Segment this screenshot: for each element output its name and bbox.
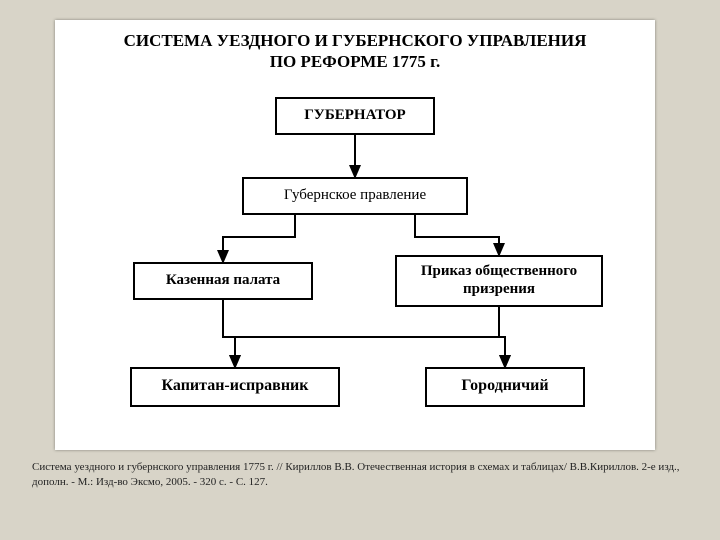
edge-pravlenie-prikaz bbox=[415, 215, 499, 255]
node-prikaz: Приказ общественного призрения bbox=[395, 255, 603, 307]
node-gorodnichiy: Городничий bbox=[425, 367, 585, 407]
edge-pravlenie-kazennaya bbox=[223, 215, 295, 262]
title-line1: СИСТЕМА УЕЗДНОГО И ГУБЕРНСКОГО УПРАВЛЕНИ… bbox=[75, 30, 635, 51]
diagram-title: СИСТЕМА УЕЗДНОГО И ГУБЕРНСКОГО УПРАВЛЕНИ… bbox=[55, 20, 655, 77]
citation-caption: Система уездного и губернского управлени… bbox=[32, 460, 688, 490]
edge-prikaz-gorodnichiy bbox=[499, 307, 505, 367]
node-kazennaya: Казенная палата bbox=[133, 262, 313, 300]
edge-kazennaya-gorodnichiy bbox=[223, 300, 505, 367]
node-pravlenie: Губернское правление bbox=[242, 177, 468, 215]
node-kapitan: Капитан-исправник bbox=[130, 367, 340, 407]
edge-kazennaya-kapitan bbox=[223, 300, 235, 367]
diagram-canvas: ГУБЕРНАТОР Губернское правление Казенная п… bbox=[55, 77, 655, 447]
diagram-frame: СИСТЕМА УЕЗДНОГО И ГУБЕРНСКОГО УПРАВЛЕНИ… bbox=[55, 20, 655, 450]
node-gubernator: ГУБЕРНАТОР bbox=[275, 97, 435, 135]
edge-prikaz-kapitan bbox=[235, 307, 499, 367]
title-line2: ПО РЕФОРМЕ 1775 г. bbox=[75, 51, 635, 72]
